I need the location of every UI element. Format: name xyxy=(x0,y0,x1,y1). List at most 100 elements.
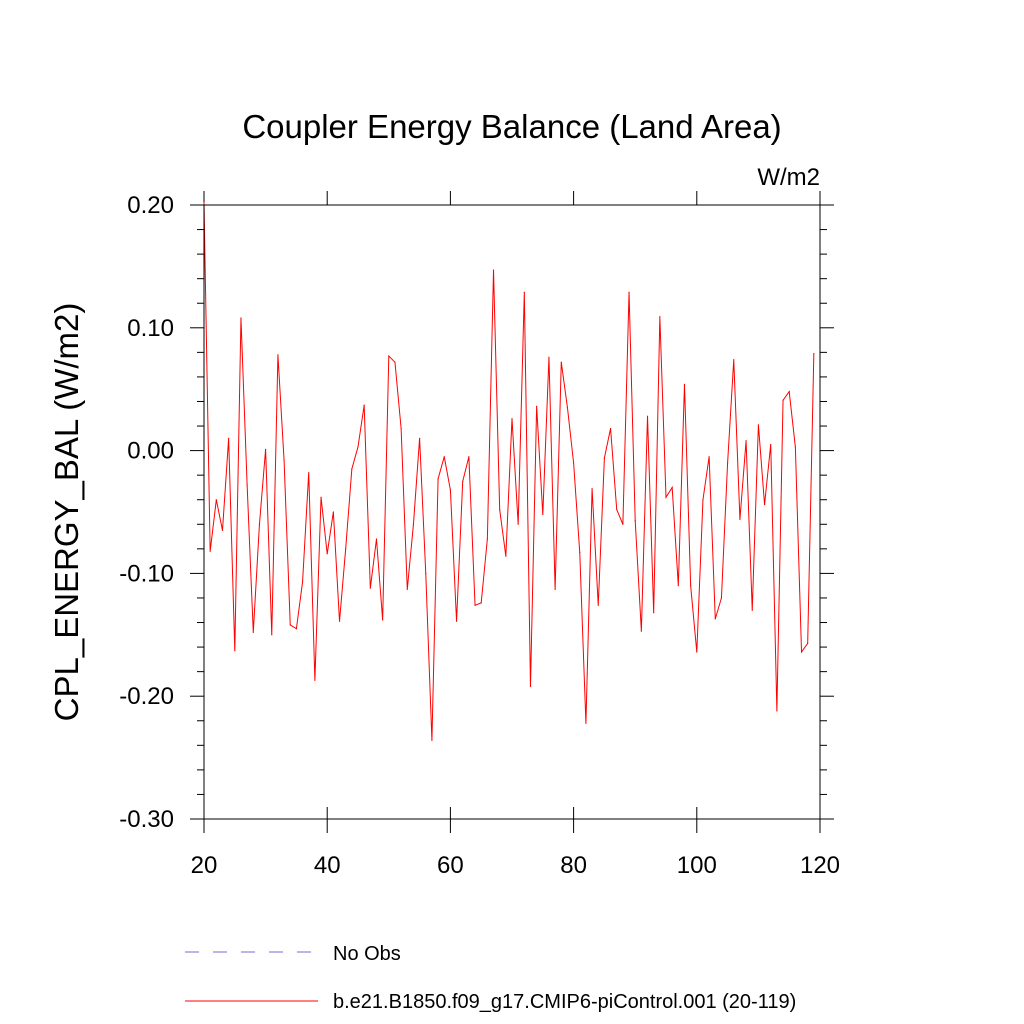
data-point xyxy=(363,404,365,406)
data-point xyxy=(400,427,402,430)
data-point xyxy=(314,679,316,681)
data-point xyxy=(690,585,692,587)
data-point xyxy=(499,508,501,511)
data-point xyxy=(431,739,433,742)
data-point xyxy=(714,618,716,620)
data-point xyxy=(597,604,599,606)
y-tick-label: -0.30 xyxy=(119,806,174,833)
data-point xyxy=(468,456,470,458)
data-point xyxy=(419,437,421,439)
y-tick-label: -0.10 xyxy=(119,560,174,587)
data-point xyxy=(394,361,396,363)
data-point xyxy=(351,468,353,470)
data-point xyxy=(320,496,322,498)
x-tick-label: 20 xyxy=(191,852,218,879)
data-point xyxy=(807,642,809,645)
units-label: W/m2 xyxy=(757,164,820,191)
data-point xyxy=(554,588,556,590)
y-tick-label: 0.20 xyxy=(127,192,174,219)
data-point xyxy=(591,488,593,490)
data-point xyxy=(529,685,532,687)
data-point xyxy=(326,553,328,555)
data-point xyxy=(733,359,735,361)
data-point xyxy=(548,356,550,358)
data-point xyxy=(221,529,224,532)
data-point xyxy=(646,415,649,417)
data-point xyxy=(745,440,747,442)
data-point xyxy=(659,316,661,318)
data-point xyxy=(585,722,587,724)
data-point xyxy=(634,520,636,522)
data-point xyxy=(382,619,384,621)
data-point xyxy=(739,518,741,520)
data-point xyxy=(228,437,230,439)
data-point xyxy=(770,443,772,446)
data-point xyxy=(388,355,390,357)
data-point xyxy=(455,620,458,622)
data-point xyxy=(492,269,495,271)
y-tick-label: 0.10 xyxy=(127,315,174,342)
data-point xyxy=(215,499,217,501)
data-point xyxy=(246,484,248,486)
data-point xyxy=(277,354,279,356)
data-point xyxy=(412,523,415,525)
data-point xyxy=(628,291,630,293)
data-point xyxy=(203,201,205,204)
data-point xyxy=(616,508,618,511)
data-point xyxy=(425,572,427,575)
data-point xyxy=(240,317,242,319)
data-point xyxy=(609,427,612,430)
data-point xyxy=(271,634,273,636)
data-point xyxy=(505,555,507,557)
data-point xyxy=(536,405,538,407)
data-point xyxy=(369,587,371,589)
data-point xyxy=(776,710,778,712)
data-point xyxy=(345,548,347,550)
data-point xyxy=(727,462,729,464)
data-point xyxy=(751,609,753,611)
data-point xyxy=(665,496,667,498)
data-point xyxy=(437,478,439,480)
y-tick-label: -0.20 xyxy=(119,683,174,710)
data-point xyxy=(258,523,261,525)
y-tick-label: 0.00 xyxy=(127,438,174,465)
tick-labels: 20 40 60 80 100 120 0.20 0.10 0.00 -0.10 -0.20 -0.3… xyxy=(119,192,840,879)
data-point xyxy=(375,538,378,540)
data-point xyxy=(209,550,211,552)
data-point xyxy=(603,457,606,459)
data-point xyxy=(757,424,760,426)
data-point xyxy=(566,407,569,409)
data-point xyxy=(511,418,513,420)
data-point xyxy=(800,651,803,653)
data-points xyxy=(203,201,815,742)
data-point xyxy=(542,513,544,516)
data-point xyxy=(573,462,575,464)
data-point xyxy=(301,581,304,583)
data-point xyxy=(295,628,297,630)
legend-label-model: b.e21.B1850.f09_g17.CMIP6-piControl.001 … xyxy=(333,991,796,1013)
data-point xyxy=(252,631,254,633)
data-point xyxy=(788,391,790,393)
data-point xyxy=(449,489,451,491)
x-tick-label: 60 xyxy=(437,852,464,879)
data-point xyxy=(813,352,815,355)
data-point xyxy=(332,511,334,513)
data-point xyxy=(763,504,766,506)
data-point xyxy=(523,291,525,293)
axis-ticks xyxy=(190,191,834,833)
data-point xyxy=(480,602,482,604)
data-point xyxy=(702,499,704,501)
legend-label-no-obs: No Obs xyxy=(333,943,401,965)
data-point xyxy=(486,538,488,540)
data-point xyxy=(794,446,796,448)
data-point xyxy=(622,523,624,525)
data-point xyxy=(265,448,267,450)
plot-frame xyxy=(203,204,821,820)
data-point xyxy=(517,523,519,525)
data-point xyxy=(782,399,784,401)
legend: No Obs b.e21.B1850.f09_g17.CMIP6-piContr… xyxy=(185,943,796,1013)
data-point xyxy=(653,612,655,614)
data-point xyxy=(234,650,236,652)
data-point xyxy=(579,551,581,554)
